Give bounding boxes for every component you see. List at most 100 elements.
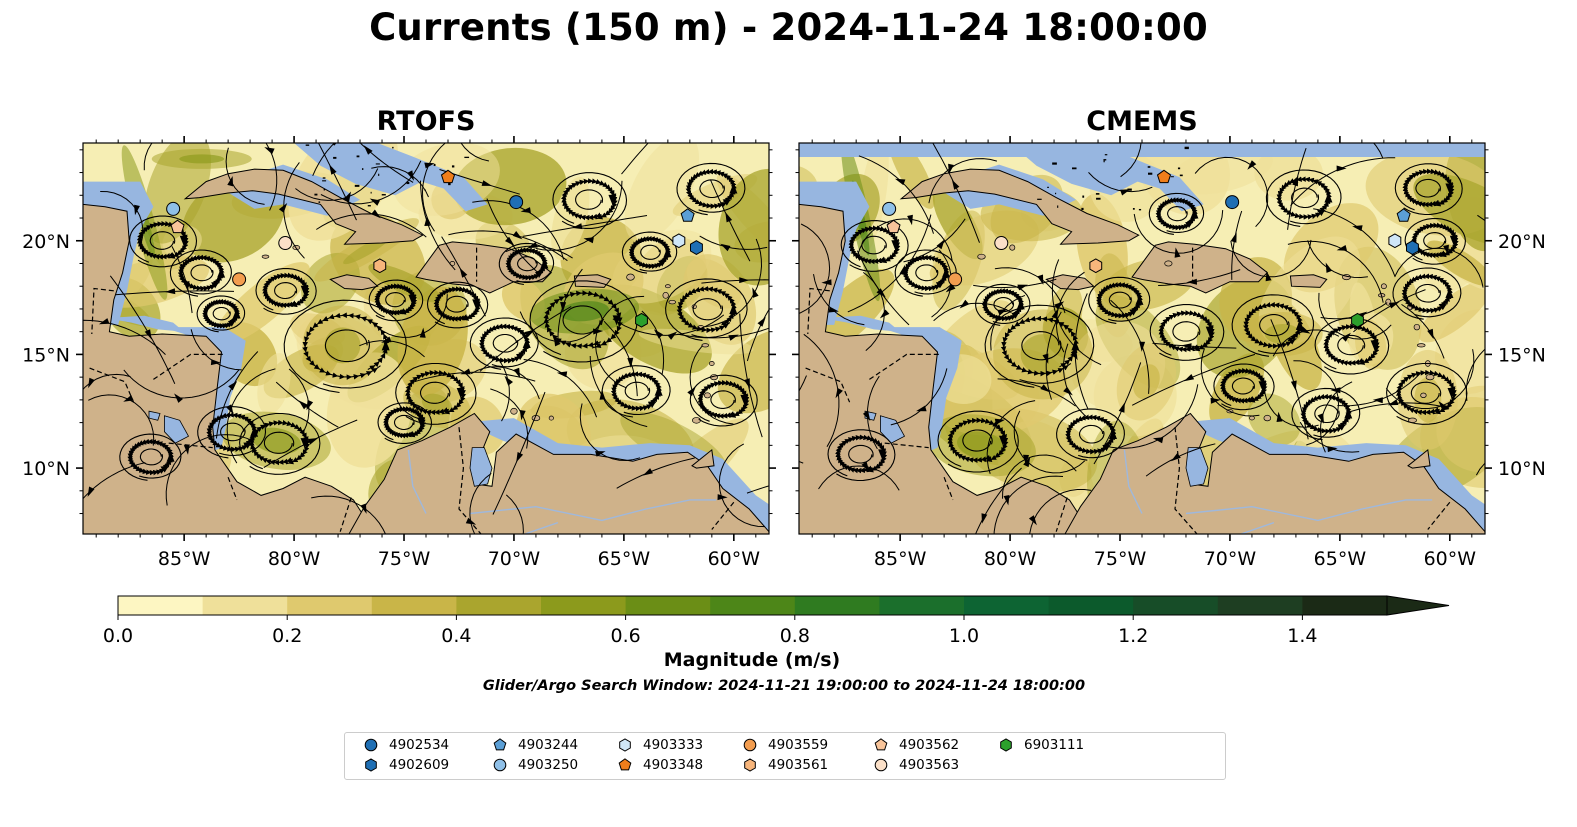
- panel-title-rtofs: RTOFS: [376, 106, 476, 137]
- float-marker-4902534: [1225, 195, 1240, 210]
- float-marker-4903250: [166, 201, 181, 216]
- hexagon-marker-icon: [744, 758, 756, 772]
- lat-tick-label: 20°N: [22, 231, 70, 253]
- lon-tick-label: 80°W: [268, 548, 321, 570]
- circle-marker-icon: [364, 738, 378, 752]
- float-marker-4903333: [1388, 233, 1402, 249]
- legend-marker: [874, 758, 888, 772]
- legend-label: 4903333: [643, 737, 704, 753]
- lat-tick-label: 15°N: [1498, 344, 1546, 366]
- search-window-text: Glider/Argo Search Window: 2024-11-21 19…: [482, 678, 1086, 694]
- colorbar-tick-label: 0.8: [780, 625, 810, 647]
- lon-tick-label: 65°W: [1314, 548, 1367, 570]
- colorbar-segment: [287, 596, 373, 615]
- legend-label: 4903562: [899, 737, 960, 753]
- colorbar-tick-label: 0.6: [610, 625, 640, 647]
- lat-tick-label: 20°N: [1498, 231, 1546, 253]
- colorbar: 0.0 0.2 0.4 0.6 0.8 1.0 1.2 1.4: [103, 595, 1450, 647]
- float-marker-4903333: [672, 233, 686, 249]
- legend-label: 4903559: [768, 737, 829, 753]
- pentagon-marker-icon: [618, 758, 632, 771]
- colorbar-segment: [456, 596, 542, 615]
- colorbar-segment: [118, 596, 204, 615]
- colorbar-segment: [710, 596, 796, 615]
- legend-item: 6903111: [998, 736, 1084, 754]
- legend-marker: [493, 738, 507, 751]
- float-marker-4903563: [278, 236, 293, 251]
- lat-tick-label: 10°N: [22, 458, 70, 480]
- legend-item: 4903562: [873, 736, 959, 754]
- float-legend: 4902534 4902609 4903244 4903250 4903333 49033…: [344, 732, 1226, 780]
- colorbar-segment: [541, 596, 627, 615]
- colorbar-segment: [1302, 596, 1388, 615]
- panel-title-cmems: CMEMS: [1086, 106, 1198, 137]
- colorbar-segment: [625, 596, 711, 615]
- legend-label: 4902534: [389, 737, 450, 753]
- lat-tick-label: 10°N: [1498, 458, 1546, 480]
- legend-item: 4902534: [363, 736, 449, 754]
- float-marker-4903562: [170, 219, 185, 234]
- colorbar-segment: [1133, 596, 1219, 615]
- float-marker-4902609: [1406, 240, 1419, 255]
- colorbar-segment: [1217, 596, 1303, 615]
- lon-tick-label: 75°W: [378, 548, 431, 570]
- colorbar-title: Magnitude (m/s): [663, 649, 841, 671]
- float-marker-4903563: [994, 236, 1009, 251]
- lat-tick-label: 15°N: [22, 344, 70, 366]
- legend-item: 4903348: [617, 756, 703, 774]
- colorbar-segment: [371, 596, 457, 615]
- float-marker-4903559: [948, 272, 963, 287]
- colorbar-tick-label: 0.0: [103, 625, 133, 647]
- legend-marker: [744, 758, 756, 772]
- colorbar-extend-arrow: [1386, 595, 1450, 616]
- legend-marker: [618, 758, 632, 771]
- float-marker-4903348: [1156, 169, 1172, 184]
- map-axes: 85°W 80°W 75°W 70°W 65°W 60°W 20°N 15°N 10°N 85°W…: [22, 136, 1546, 570]
- rtofs-map-panel[interactable]: [43, 98, 864, 577]
- hexagon-marker-icon: [365, 758, 377, 772]
- lon-tick-label: 80°W: [984, 548, 1037, 570]
- legend-label: 4903244: [518, 737, 579, 753]
- colorbar-segment: [1048, 596, 1134, 615]
- float-marker-4903559: [232, 272, 247, 287]
- float-marker-6903111: [635, 312, 648, 328]
- pentagon-marker-icon: [874, 738, 888, 751]
- legend-label: 4903250: [518, 757, 579, 773]
- colorbar-segment: [879, 596, 965, 615]
- legend-item: 4903559: [742, 736, 828, 754]
- colorbar-tick-label: 1.0: [949, 625, 979, 647]
- legend-item: 4903244: [492, 736, 578, 754]
- legend-label: 4903561: [768, 757, 829, 773]
- colorbar-tick-label: 1.4: [1287, 625, 1317, 647]
- legend-item: 4903561: [742, 756, 828, 774]
- lon-tick-label: 60°W: [1424, 548, 1477, 570]
- float-marker-4903244: [680, 208, 695, 222]
- lon-tick-label: 85°W: [874, 548, 927, 570]
- colorbar-segment: [794, 596, 880, 615]
- float-marker-4903561: [373, 258, 387, 274]
- lon-tick-label: 60°W: [708, 548, 761, 570]
- legend-label: 4903348: [643, 757, 704, 773]
- legend-label: 4902609: [389, 757, 450, 773]
- float-marker-4902609: [690, 240, 703, 255]
- legend-marker: [619, 738, 631, 752]
- colorbar-tick-label: 0.4: [441, 625, 471, 647]
- cmems-map-panel[interactable]: [705, 102, 1560, 573]
- legend-label: 4903563: [899, 757, 960, 773]
- hexagon-marker-icon: [1000, 738, 1012, 752]
- legend-item: 4903250: [492, 756, 578, 774]
- colorbar-tick-label: 1.2: [1118, 625, 1148, 647]
- legend-marker: [493, 758, 507, 772]
- lon-tick-label: 65°W: [598, 548, 651, 570]
- legend-item: 4903563: [873, 756, 959, 774]
- float-marker-4903244: [1396, 208, 1411, 222]
- lon-tick-label: 70°W: [1204, 548, 1257, 570]
- legend-label: 6903111: [1024, 737, 1085, 753]
- colorbar-tick-label: 0.2: [272, 625, 302, 647]
- lon-tick-label: 75°W: [1094, 548, 1147, 570]
- figure-title: Currents (150 m) - 2024-11-24 18:00:00: [369, 6, 1208, 49]
- legend-marker: [364, 738, 378, 752]
- float-marker-4903561: [1089, 258, 1103, 274]
- pentagon-marker-icon: [493, 738, 507, 751]
